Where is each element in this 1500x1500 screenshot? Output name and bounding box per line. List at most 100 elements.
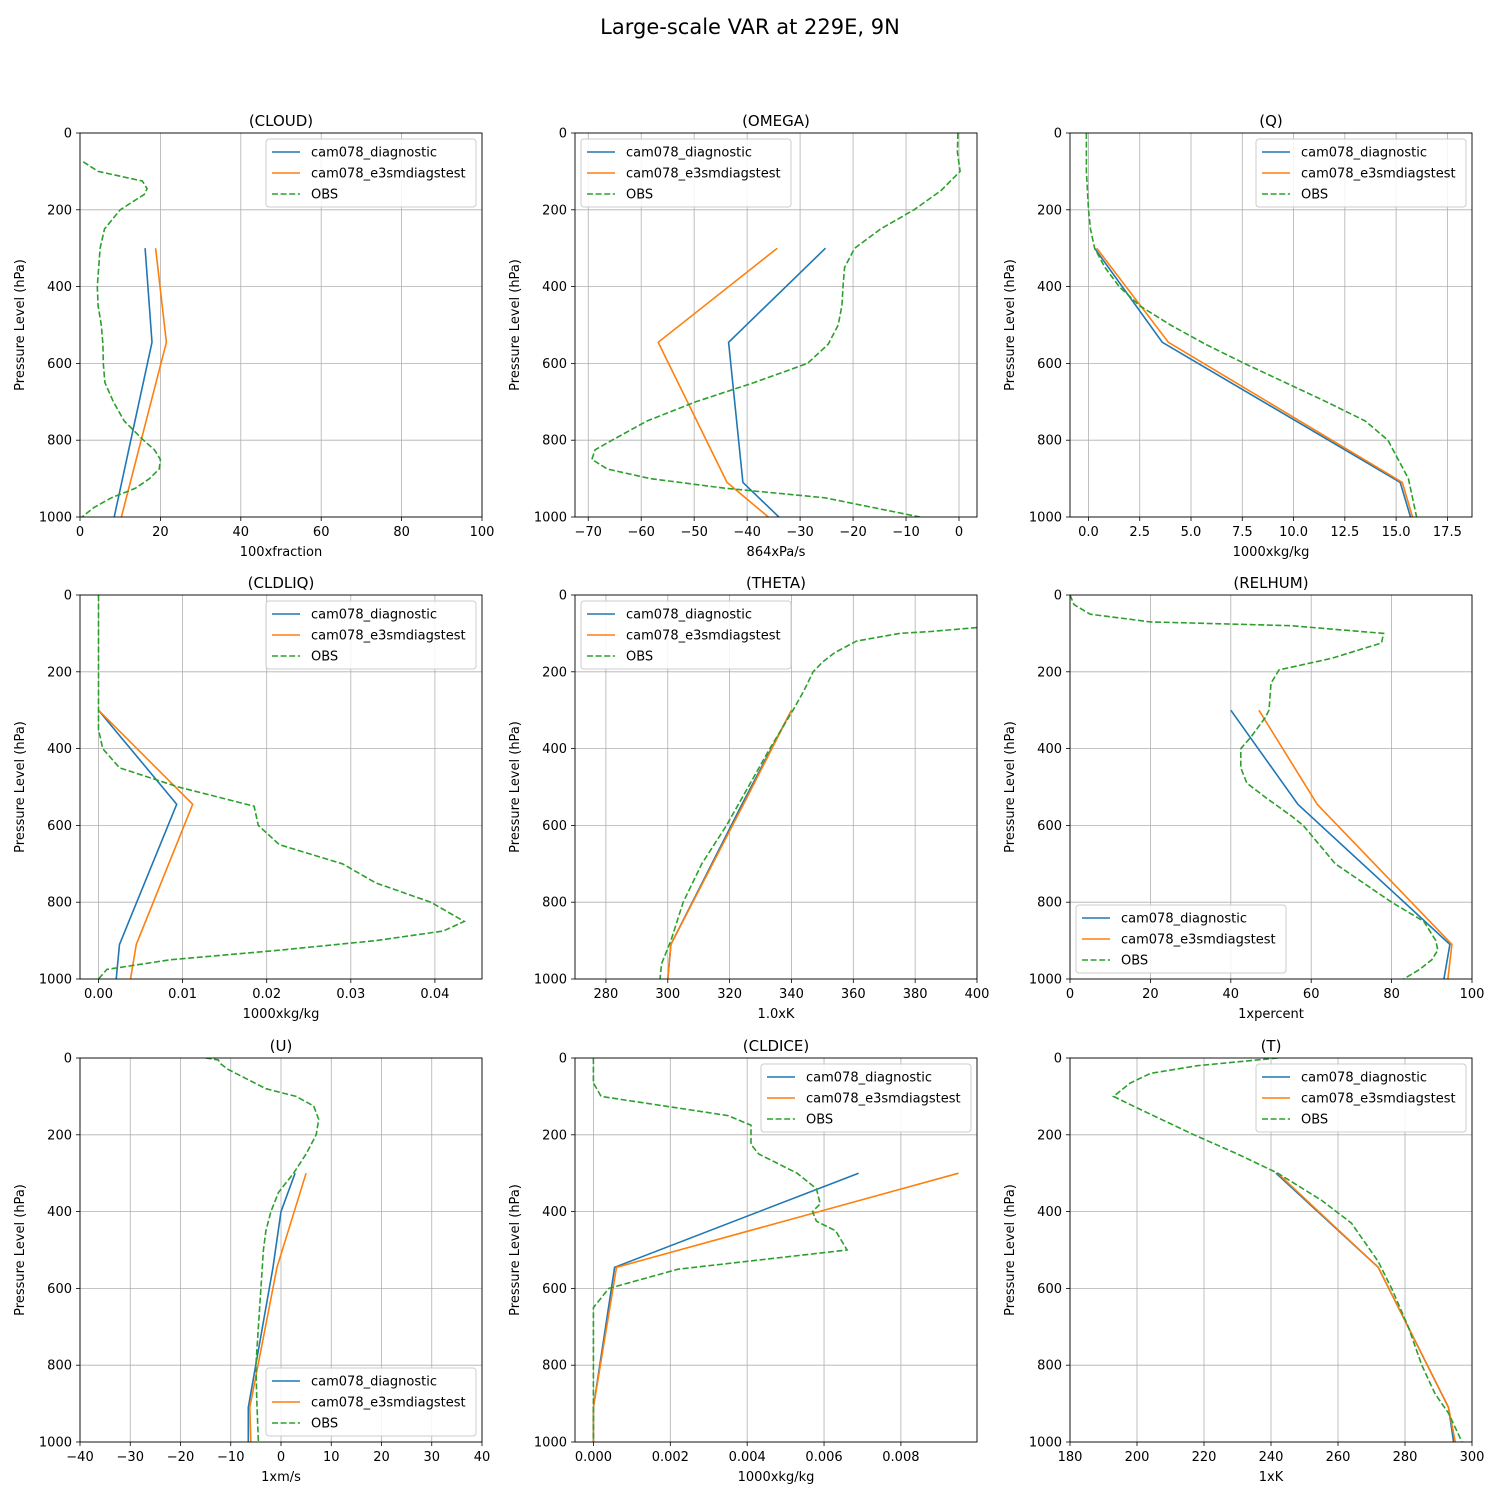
y-tick-label: 200 [542,203,567,218]
y-tick-label: 800 [47,1359,72,1374]
x-axis-label: 864xPa/s [747,545,806,560]
x-tick-label: 2.5 [1129,525,1150,540]
legend-box [1255,138,1467,208]
x-tick-label: 0 [76,525,84,540]
y-tick-label: 800 [47,434,72,449]
legend-label: cam078_e3smdiagstest [311,629,466,644]
x-tick-label: −20 [839,525,866,540]
legend-label: cam078_e3smdiagstest [311,1396,466,1411]
x-tick-label: 0.006 [805,1450,842,1465]
y-tick-label: 0 [64,589,72,604]
series-line [205,1058,320,1442]
x-tick-label: 80 [393,525,410,540]
legend-label: cam078_diagnostic [1301,146,1427,161]
y-tick-label: 800 [47,896,72,911]
axes-frame [574,132,978,518]
x-tick-label: 0.01 [168,987,197,1002]
x-tick-label: 340 [779,987,804,1002]
x-tick-label: 300 [655,987,680,1002]
x-tick-label: 20 [373,1450,390,1465]
y-tick-label: 600 [47,357,72,372]
series-line [657,247,778,517]
x-axis-label: 1xpercent [1238,1007,1304,1022]
series-line [81,161,162,517]
legend-label: OBS [311,650,338,665]
series-line [1230,709,1451,979]
y-tick-label: 200 [47,665,72,680]
x-tick-label: 20 [1142,987,1159,1002]
series-line [113,248,153,517]
y-tick-label: 1000 [534,511,567,526]
subplot-title: (T) [1261,1037,1282,1055]
x-tick-label: 30 [423,1450,440,1465]
legend-label: OBS [626,188,653,203]
x-tick-label: 0.03 [336,987,365,1002]
y-tick-label: 600 [1037,1282,1062,1297]
y-axis-label: Pressure Level (hPa) [1003,259,1018,391]
x-tick-label: 0.008 [882,1450,919,1465]
axes-frame [574,1057,978,1443]
subplot: 0.0 2.5 5.0 7.5 10.0 12.5 15.0 17.5 0 200 400 600 80… [1003,112,1473,560]
legend-label: OBS [626,650,653,665]
x-tick-label: 40 [233,525,250,540]
series-line [248,1172,307,1442]
x-tick-label: 40 [474,1450,491,1465]
x-tick-label: 320 [717,987,742,1002]
y-tick-label: 800 [542,1359,567,1374]
y-tick-label: 1000 [39,511,72,526]
x-tick-label: 20 [152,525,169,540]
x-tick-label: 100 [1460,987,1485,1002]
y-axis-label: Pressure Level (hPa) [508,1184,523,1316]
axes-frame [1069,132,1473,518]
y-axis-label: Pressure Level (hPa) [1003,721,1018,853]
series-line [667,709,793,979]
y-tick-label: 1000 [1029,1436,1062,1451]
x-tick-label: −30 [117,1450,144,1465]
y-tick-label: 600 [47,819,72,834]
series-line [97,595,467,979]
x-tick-label: 100 [470,525,495,540]
x-tick-label: 280 [1393,1450,1418,1465]
x-tick-label: −40 [733,525,760,540]
y-tick-label: 800 [542,896,567,911]
series-line [97,709,194,979]
legend-label: cam078_diagnostic [626,608,752,623]
y-tick-label: 200 [542,1128,567,1143]
x-tick-label: −60 [627,525,654,540]
series-line [1096,247,1414,517]
legend: cam078_diagnostic cam078_e3smdiagstest OBS [580,600,792,670]
y-tick-label: 400 [542,1205,567,1220]
legend-label: cam078_diagnostic [311,146,437,161]
x-tick-label: 0 [955,525,963,540]
x-axis-label: 1.0xK [758,1007,795,1022]
legend-label: OBS [1301,188,1328,203]
subplot-title: (CLOUD) [249,112,313,130]
x-tick-label: 380 [903,987,928,1002]
x-tick-label: −30 [786,525,813,540]
subplot-title: (THETA) [746,574,806,592]
y-axis-label: Pressure Level (hPa) [508,259,523,391]
x-tick-label: −10 [892,525,919,540]
x-tick-label: 360 [841,987,866,1002]
subplot: 180 200 220 240 260 280 300 0 200 400 600 800 1000 (T… [1003,1037,1484,1485]
y-tick-label: 200 [1037,203,1062,218]
x-axis-label: 1000xkg/kg [1233,545,1310,560]
legend-label: cam078_diagnostic [311,608,437,623]
series-line [1112,1058,1463,1442]
legend-box [265,600,477,670]
legend-label: cam078_e3smdiagstest [626,629,781,644]
subplot-title: (U) [270,1037,293,1055]
y-tick-label: 1000 [39,1436,72,1451]
series-line [592,1172,959,1442]
legend-label: cam078_e3smdiagstest [806,1092,961,1107]
legend-label: OBS [806,1113,833,1128]
subplot-title: (CLDICE) [743,1037,809,1055]
y-tick-label: 200 [47,1128,72,1143]
y-tick-label: 1000 [1029,511,1062,526]
y-tick-label: 600 [542,357,567,372]
x-tick-label: 0.004 [729,1450,766,1465]
legend-label: cam078_e3smdiagstest [1301,1092,1456,1107]
y-axis-label: Pressure Level (hPa) [1003,1184,1018,1316]
x-tick-label: −40 [66,1450,93,1465]
y-tick-label: 0 [1054,127,1062,142]
